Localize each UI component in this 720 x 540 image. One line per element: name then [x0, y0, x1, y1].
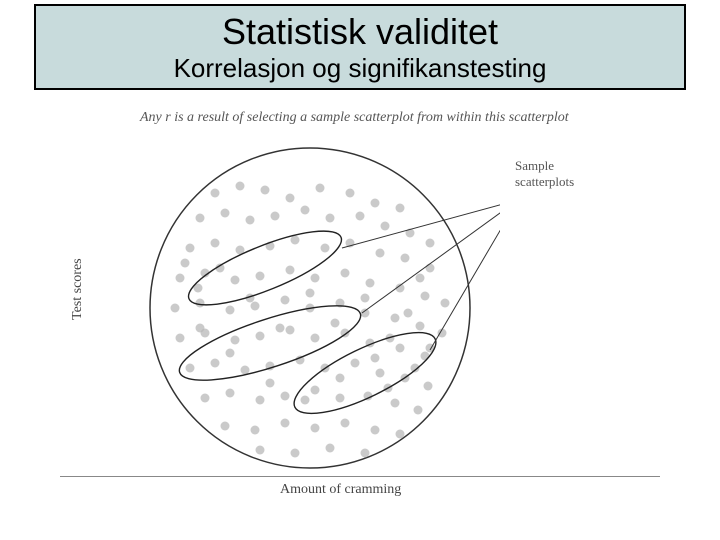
- page-subtitle: Korrelasjon og signifikanstesting: [174, 54, 547, 83]
- header-box: Statistisk validitet Korrelasjon og sign…: [34, 4, 686, 90]
- x-axis-line: [60, 476, 660, 477]
- page-title: Statistisk validitet: [222, 12, 498, 52]
- legend-label: Sample scatterplots: [515, 158, 574, 189]
- x-axis-label: Amount of cramming: [280, 482, 401, 498]
- figure-caption: Any r is a result of selecting a sample …: [140, 110, 569, 126]
- figure-area: Any r is a result of selecting a sample …: [60, 110, 660, 510]
- scatter-diagram: [120, 138, 500, 478]
- y-axis-label: Test scores: [70, 258, 86, 320]
- slide: Statistisk validitet Korrelasjon og sign…: [0, 0, 720, 540]
